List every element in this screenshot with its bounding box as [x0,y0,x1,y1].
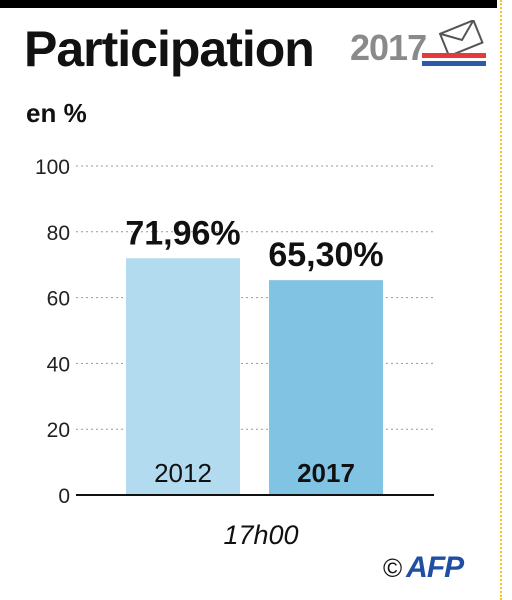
y-tick-label: 20 [47,419,70,442]
credit: © AFP [383,548,464,588]
y-tick-label: 60 [47,288,70,311]
top-rule [0,0,497,8]
y-tick-label: 0 [58,485,70,508]
y-tick-label: 80 [47,222,70,245]
logo-year: 2017 [350,27,427,68]
data-label: 71,96% [125,214,240,252]
dotted-border [500,0,502,600]
chart-title: Participation [24,21,315,77]
bar-chart: 0 20 40 60 80 100 71,96% 2012 65,30% 2017 [35,156,434,508]
bar [126,258,240,495]
unit-label: en % [26,98,87,128]
copyright-symbol: © [383,552,403,583]
ballot-envelope-icon [422,20,486,66]
data-label: 65,30% [268,236,383,274]
category-label: 2017 [297,458,355,488]
category-label: 2012 [154,458,212,488]
y-tick-label: 40 [47,353,70,376]
afp-logo: AFP [406,551,464,584]
y-tick-label: 100 [35,156,70,179]
x-axis-label: 17h00 [223,520,299,550]
election-logo: 2017 [350,20,488,76]
bar [269,280,383,495]
